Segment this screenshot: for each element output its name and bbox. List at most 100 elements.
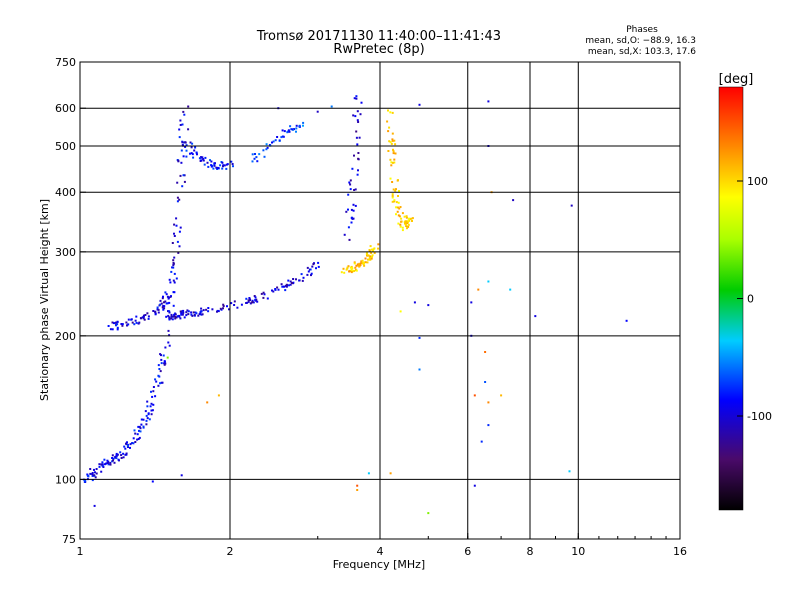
trace-point <box>281 135 284 138</box>
trace-point <box>176 315 179 318</box>
trace-point <box>177 159 180 162</box>
trace-point <box>355 269 358 272</box>
trace-point <box>389 177 392 180</box>
trace-point <box>266 146 269 149</box>
trace-point <box>178 136 181 139</box>
trace-point <box>272 140 275 143</box>
scatter-point <box>427 512 430 515</box>
trace-point <box>394 143 397 146</box>
trace-point <box>191 153 194 156</box>
trace-point <box>131 321 134 324</box>
trace-point <box>142 426 145 429</box>
trace-point <box>168 344 171 347</box>
trace-point <box>280 283 283 286</box>
trace-point <box>157 374 160 377</box>
trace-point <box>353 189 356 191</box>
trace-point <box>137 438 140 440</box>
trace-point <box>157 364 160 367</box>
trace-point <box>173 291 176 294</box>
trace-point <box>373 252 376 254</box>
trace-point <box>213 164 216 167</box>
trace-point <box>181 123 184 126</box>
trace-point <box>391 193 394 196</box>
trace-point <box>207 307 210 309</box>
trace-point <box>152 403 155 406</box>
trace-point <box>147 412 150 415</box>
trace-point <box>398 207 401 210</box>
trace-point <box>146 405 149 408</box>
trace-point <box>105 462 107 465</box>
trace-point <box>400 220 403 223</box>
trace-point <box>410 217 413 220</box>
trace-point <box>112 459 114 462</box>
trace-point <box>345 210 348 213</box>
trace-point <box>231 163 234 165</box>
trace-point <box>172 259 175 262</box>
trace-point <box>340 271 343 274</box>
trace-point <box>163 305 166 308</box>
trace-point <box>89 472 92 475</box>
trace-point <box>176 196 179 199</box>
trace-point <box>172 266 175 269</box>
trace-point <box>393 139 396 142</box>
trace-point <box>352 270 355 273</box>
trace-point <box>397 195 399 197</box>
trace-point <box>265 148 268 151</box>
trace-point <box>226 305 228 308</box>
trace-point <box>132 442 135 445</box>
trace-point <box>98 463 101 466</box>
trace-point <box>225 167 228 170</box>
trace-point <box>357 264 360 267</box>
trace-point <box>143 318 146 321</box>
trace-point <box>357 152 360 154</box>
trace-point <box>126 441 128 444</box>
trace-point <box>107 461 110 464</box>
trace-point <box>399 225 402 228</box>
trace-point <box>173 232 175 235</box>
trace-point <box>198 157 201 160</box>
trace-point <box>262 291 265 294</box>
trace-point <box>271 289 273 292</box>
scatter-point <box>367 472 370 475</box>
trace-point <box>391 195 394 198</box>
trace-point <box>182 309 185 312</box>
trace-point <box>350 221 353 224</box>
trace-point <box>353 154 355 157</box>
trace-point <box>348 238 351 241</box>
trace-point <box>107 325 110 327</box>
trace-point <box>180 313 183 316</box>
trace-point <box>182 174 185 177</box>
trace-point <box>162 354 165 357</box>
trace-point <box>295 124 298 127</box>
trace-point <box>377 243 380 246</box>
trace-point <box>395 213 397 216</box>
trace-point <box>137 322 140 325</box>
trace-point <box>158 368 161 370</box>
trace-point <box>390 161 393 164</box>
trace-point <box>163 362 166 365</box>
phase-stats-heading: Phases <box>626 25 658 35</box>
trace-point <box>210 160 213 163</box>
trace-point <box>130 318 133 321</box>
trace-point <box>142 315 145 318</box>
trace-point <box>397 214 400 217</box>
trace-point <box>194 146 197 149</box>
trace-point <box>353 270 356 272</box>
trace-point <box>178 198 181 201</box>
trace-point <box>124 453 127 456</box>
trace-point <box>396 179 399 182</box>
scatter-point <box>487 401 490 404</box>
y-tick-label: 75 <box>62 533 76 546</box>
trace-point <box>146 312 149 315</box>
trace-point <box>122 452 125 455</box>
trace-point <box>278 139 281 142</box>
trace-point <box>116 323 119 326</box>
y-tick-label: 200 <box>55 330 76 343</box>
trace-point <box>349 188 352 191</box>
trace-point <box>386 120 389 123</box>
trace-point <box>361 261 364 264</box>
trace-point <box>287 130 290 133</box>
scatter-point <box>356 484 359 487</box>
trace-point <box>125 452 128 455</box>
trace-point <box>357 158 360 161</box>
